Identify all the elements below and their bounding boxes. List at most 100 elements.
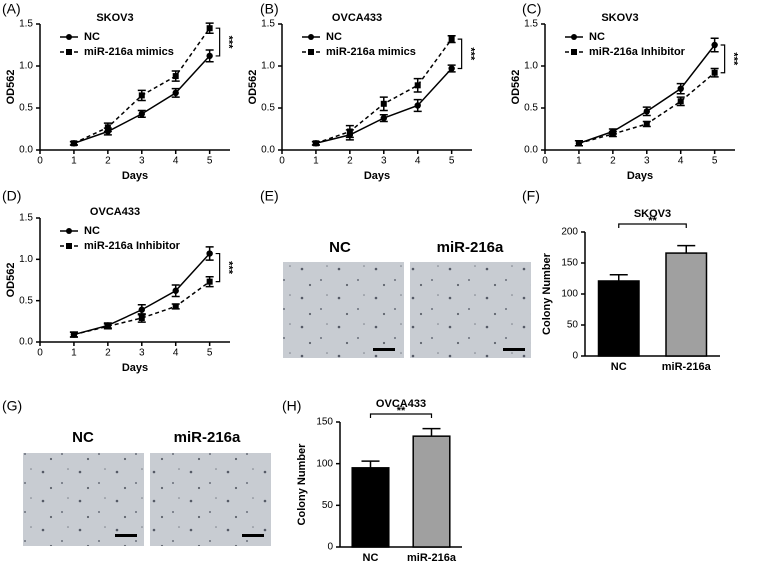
marker [172, 303, 179, 310]
chart-title: OVCA433 [332, 12, 382, 24]
marker [172, 73, 179, 80]
x-tick-label: miR-216a [662, 361, 712, 373]
marker [172, 287, 179, 294]
y-axis-label: OD562 [510, 70, 522, 105]
y-axis-label: OD562 [5, 263, 17, 298]
image-label: NC [329, 239, 351, 256]
y-tick-label: 0.5 [19, 295, 33, 306]
marker [643, 120, 650, 127]
chart-title: SKOV3 [634, 208, 671, 220]
significance-label: ** [648, 215, 657, 227]
y-tick-label: 0.0 [524, 145, 538, 156]
chart-title: OVCA433 [90, 206, 140, 218]
marker [677, 98, 684, 105]
y-tick-label: 50 [567, 320, 579, 331]
x-tick-label: 0 [37, 348, 43, 359]
x-axis-label: Days [122, 170, 148, 182]
y-tick-label: 150 [561, 258, 578, 269]
x-tick-label: miR-216a [407, 552, 457, 562]
significance-bracket [215, 27, 221, 57]
marker [104, 323, 111, 330]
marker [711, 41, 718, 49]
marker [70, 331, 77, 338]
x-tick-label: 3 [139, 348, 145, 359]
x-tick-label: 1 [71, 348, 77, 359]
y-tick-label: 0.5 [524, 103, 538, 114]
marker [206, 250, 213, 257]
legend-marker [308, 49, 314, 55]
micrograph [150, 453, 271, 546]
significance-bracket [457, 38, 463, 70]
scale-bar [373, 348, 395, 351]
marker [206, 278, 213, 285]
x-tick-label: 2 [347, 156, 353, 167]
scale-bar [115, 534, 137, 537]
legend-marker [66, 49, 72, 55]
series-line [73, 281, 211, 336]
y-axis-label: OD562 [247, 70, 259, 105]
x-tick-label: 0 [37, 156, 43, 167]
x-tick-label: 2 [610, 156, 616, 167]
legend-label: miR-216a Inhibitor [84, 240, 181, 252]
x-tick-label: NC [363, 552, 379, 562]
chart-title: SKOV3 [96, 12, 133, 24]
image-label: NC [72, 429, 94, 446]
x-tick-label: 3 [139, 156, 145, 167]
micrograph [283, 262, 404, 358]
marker [609, 131, 616, 138]
x-tick-label: 5 [207, 348, 213, 359]
significance-label: ** [397, 405, 406, 417]
y-axis-label: Colony Number [541, 252, 553, 335]
legend-label: miR-216a mimics [84, 46, 174, 58]
y-tick-label: 0 [572, 351, 578, 362]
x-axis-label: Days [364, 170, 390, 182]
legend-marker [571, 49, 577, 55]
marker [575, 140, 582, 147]
marker [448, 36, 455, 43]
y-tick-label: 200 [561, 227, 578, 238]
x-tick-label: 5 [449, 156, 455, 167]
marker [172, 89, 179, 97]
marker [643, 108, 650, 115]
panel-letter: (E) [260, 188, 279, 204]
x-axis-label: Days [627, 170, 653, 182]
x-tick-label: 0 [279, 156, 285, 167]
x-tick-label: 3 [381, 156, 387, 167]
y-tick-label: 0 [327, 542, 333, 553]
marker [414, 102, 421, 109]
series-line [578, 44, 716, 144]
y-tick-label: 1.5 [19, 19, 33, 30]
legend-marker [66, 34, 72, 40]
marker [206, 52, 213, 60]
x-tick-label: 5 [712, 156, 718, 167]
significance-bracket [215, 252, 221, 283]
y-tick-label: 50 [322, 500, 334, 511]
significance-bracket [720, 44, 726, 74]
error-bar [677, 244, 696, 254]
panel-letter: (F) [522, 188, 540, 204]
legend-marker [308, 34, 314, 40]
legend-marker [571, 34, 577, 40]
legend-label: NC [84, 31, 100, 43]
legend-marker [66, 243, 72, 249]
y-tick-label: 100 [316, 458, 333, 469]
marker [104, 124, 111, 131]
legend-marker [66, 228, 72, 234]
significance-bracket [618, 223, 687, 228]
error-bar [422, 427, 441, 437]
significance-bracket [369, 413, 433, 418]
marker [380, 114, 387, 122]
x-tick-label: 2 [105, 348, 111, 359]
chart-title: OVCA433 [376, 398, 426, 410]
y-tick-label: 1.0 [19, 61, 33, 72]
panel-letter: (G) [2, 398, 22, 414]
micrograph [410, 262, 531, 358]
bar [351, 467, 390, 548]
legend-label: NC [326, 31, 342, 43]
bar [665, 252, 708, 357]
panel-letter: (C) [522, 1, 541, 17]
legend-label: NC [589, 31, 605, 43]
x-tick-label: 1 [576, 156, 582, 167]
scale-bar [242, 534, 264, 537]
marker [70, 140, 77, 147]
